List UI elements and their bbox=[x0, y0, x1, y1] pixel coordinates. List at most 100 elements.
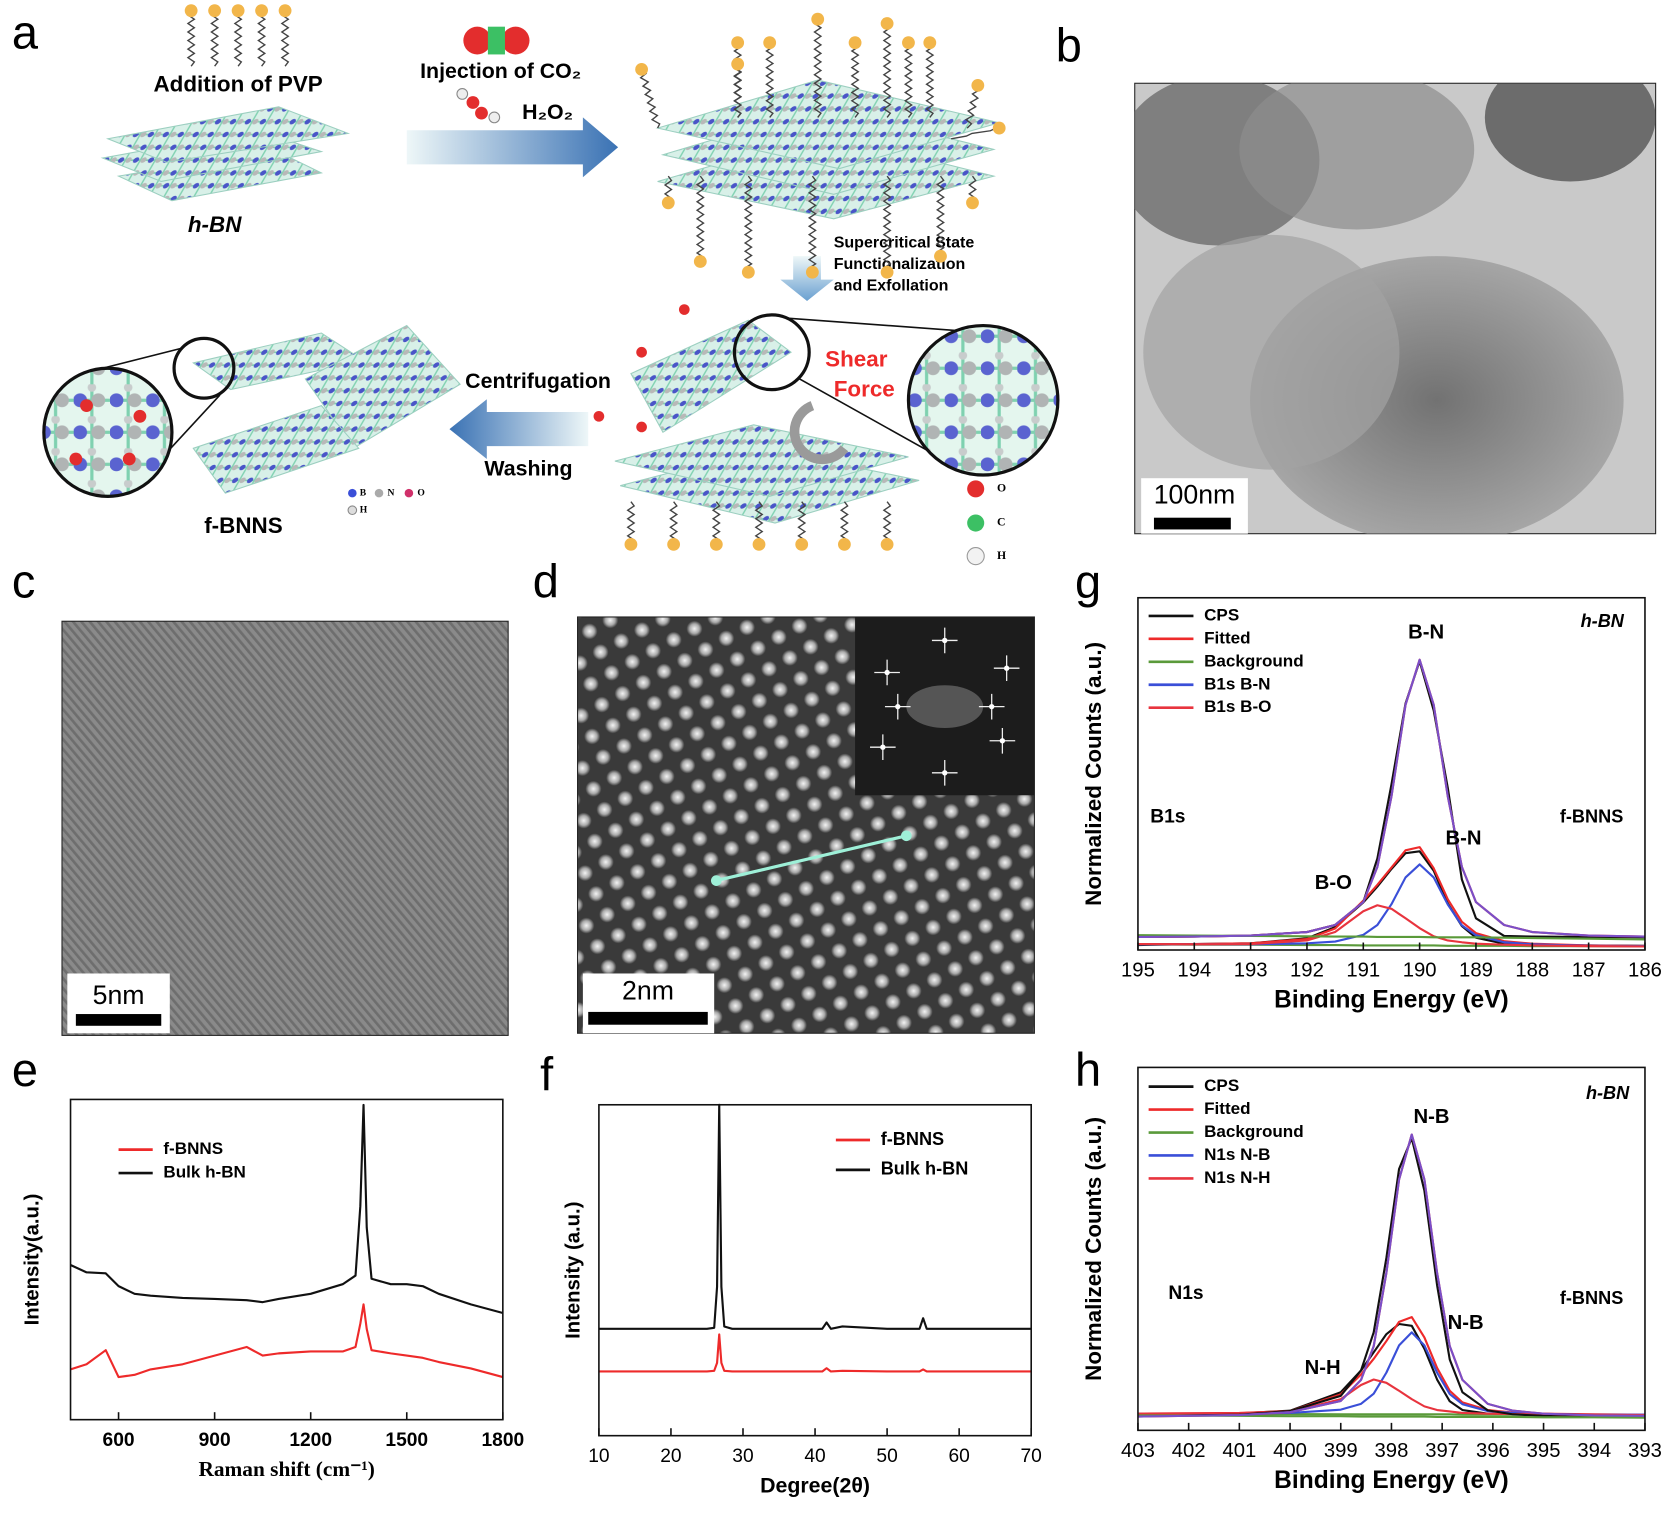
atom bbox=[133, 409, 147, 423]
annotation: N1s bbox=[1168, 1283, 1203, 1304]
flake bbox=[1239, 83, 1475, 230]
series-line bbox=[1137, 846, 1645, 948]
pvp-chain bbox=[669, 501, 679, 545]
x-tick-label: 50 bbox=[876, 1446, 897, 1467]
scale-bar bbox=[1153, 517, 1231, 530]
atom bbox=[488, 111, 501, 124]
series-line bbox=[1137, 850, 1645, 947]
y-axis-label: Normalized Counts (a.u.) bbox=[1081, 642, 1106, 906]
panel-label: h bbox=[1075, 1043, 1101, 1096]
atom bbox=[347, 505, 358, 516]
annotation: N-B bbox=[1413, 1106, 1449, 1128]
pvp-chain bbox=[964, 84, 982, 129]
x-tick-label: 60 bbox=[948, 1446, 969, 1467]
pvp-chain bbox=[797, 501, 807, 545]
hrtem-image-d: 2nm bbox=[577, 616, 1035, 1034]
scheme-label: Centrifugation bbox=[465, 369, 611, 393]
x-tick-label: 40 bbox=[804, 1446, 825, 1467]
pvp-head bbox=[661, 196, 675, 210]
pvp-head bbox=[278, 4, 292, 18]
plot-frame bbox=[69, 1098, 504, 1421]
panel-label: c bbox=[12, 554, 35, 607]
legend-label: B1s B-O bbox=[1204, 697, 1271, 716]
pvp-head bbox=[231, 4, 245, 18]
plot-frame bbox=[598, 1103, 1033, 1437]
annotation: B-O bbox=[1315, 872, 1352, 894]
scheme-label: Shear bbox=[825, 347, 888, 372]
x-tick-label: 189 bbox=[1459, 960, 1493, 982]
fft-spot bbox=[942, 637, 948, 644]
legend-label: Fitted bbox=[1204, 1099, 1250, 1118]
atom bbox=[122, 452, 136, 466]
scale-bar bbox=[588, 1011, 708, 1025]
pvp-head bbox=[731, 36, 745, 50]
fft-spot bbox=[999, 738, 1006, 744]
x-tick-label: 393 bbox=[1628, 1440, 1662, 1462]
pvp-head bbox=[795, 537, 809, 551]
series-line bbox=[1137, 934, 1645, 941]
pvp-chain bbox=[233, 10, 243, 67]
arrow bbox=[780, 256, 834, 302]
atom bbox=[348, 488, 357, 498]
x-tick-label: 395 bbox=[1527, 1440, 1561, 1462]
panel-label: d bbox=[533, 554, 559, 607]
measure-end bbox=[900, 830, 912, 842]
atom-label: B bbox=[360, 487, 367, 498]
atom-label: H bbox=[360, 504, 368, 515]
x-tick-label: 190 bbox=[1403, 960, 1437, 982]
chart: 195 194 193 192 191 190 189 188 187 186 Binding En… bbox=[1081, 596, 1662, 1014]
series-line bbox=[1137, 863, 1645, 948]
pvp-chain bbox=[257, 10, 267, 67]
series-line bbox=[1137, 904, 1645, 948]
pvp-chain bbox=[695, 175, 705, 263]
atom bbox=[967, 480, 985, 498]
series-line bbox=[1137, 1133, 1645, 1418]
scheme-label: Injection of CO₂ bbox=[420, 59, 581, 83]
flake bbox=[1484, 83, 1656, 182]
pvp-head bbox=[693, 255, 707, 268]
x-tick-label: 187 bbox=[1572, 960, 1606, 982]
pvp-chain bbox=[743, 175, 753, 273]
fft-spot bbox=[880, 744, 886, 750]
x-tick-label: 20 bbox=[660, 1446, 681, 1467]
series-line bbox=[1137, 1378, 1645, 1417]
pvp-chain bbox=[903, 42, 913, 118]
pvp-chain bbox=[882, 501, 892, 545]
atom bbox=[636, 346, 647, 358]
x-tick-label: 191 bbox=[1346, 960, 1380, 982]
pvp-head bbox=[208, 4, 222, 18]
arrow bbox=[406, 117, 619, 178]
series-line bbox=[1137, 1137, 1645, 1418]
fft-spot bbox=[895, 703, 901, 710]
x-tick-label: 900 bbox=[199, 1430, 231, 1451]
x-tick-label: 192 bbox=[1290, 960, 1324, 982]
series-line bbox=[1137, 658, 1645, 939]
charts: 600 900 1200 1500 1800 Raman shift (cm⁻¹) Inte… bbox=[22, 596, 1662, 1498]
annotation: h-BN bbox=[1581, 611, 1625, 631]
tem-image-c: 5nm bbox=[61, 620, 509, 1036]
scheme-label: Washing bbox=[484, 456, 572, 480]
pvp-head bbox=[255, 4, 268, 18]
panel-label: g bbox=[1075, 554, 1101, 607]
pvp-head bbox=[848, 36, 862, 50]
x-tick-label: 30 bbox=[732, 1446, 753, 1467]
pvp-chain bbox=[186, 10, 196, 67]
legend-label: CPS bbox=[1204, 605, 1239, 624]
pvp-chain bbox=[925, 42, 935, 118]
series-line bbox=[1137, 1322, 1645, 1417]
x-tick-label: 401 bbox=[1222, 1440, 1256, 1462]
atom bbox=[456, 88, 469, 100]
pvp-head bbox=[902, 36, 915, 50]
pvp-head bbox=[880, 17, 894, 30]
shear-arrow bbox=[789, 401, 849, 465]
pvp-head bbox=[971, 78, 985, 92]
atom-label: N bbox=[388, 487, 395, 498]
zoom-line bbox=[785, 317, 962, 332]
atom bbox=[466, 96, 480, 109]
fft-spot bbox=[1003, 665, 1010, 671]
pvp-head bbox=[731, 57, 745, 71]
x-tick-label: 193 bbox=[1234, 960, 1268, 982]
series-line bbox=[70, 1103, 504, 1315]
pvp-chain bbox=[882, 22, 892, 118]
